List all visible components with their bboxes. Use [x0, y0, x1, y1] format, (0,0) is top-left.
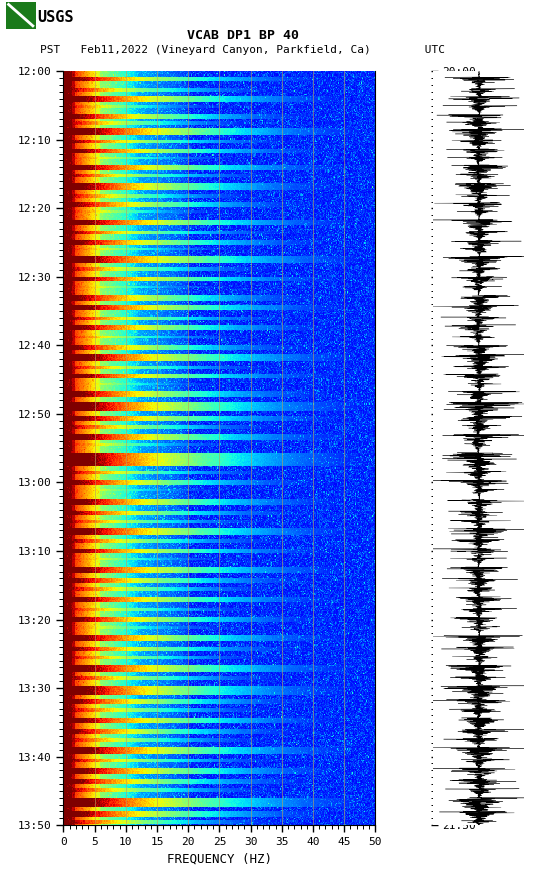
X-axis label: FREQUENCY (HZ): FREQUENCY (HZ) — [167, 853, 272, 865]
Text: VCAB DP1 BP 40: VCAB DP1 BP 40 — [187, 29, 299, 42]
Text: PST   Feb11,2022 (Vineyard Canyon, Parkfield, Ca)        UTC: PST Feb11,2022 (Vineyard Canyon, Parkfie… — [40, 45, 445, 54]
Text: USGS: USGS — [38, 11, 74, 25]
